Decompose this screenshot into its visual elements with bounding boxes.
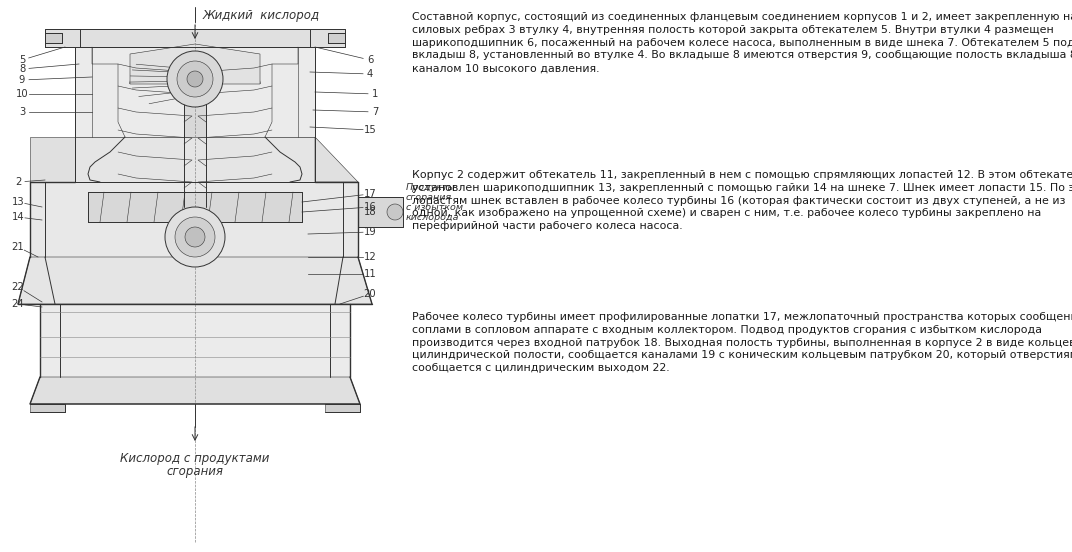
Circle shape bbox=[167, 51, 223, 107]
Polygon shape bbox=[88, 192, 302, 222]
Text: 1: 1 bbox=[372, 89, 378, 99]
Text: 14: 14 bbox=[12, 212, 25, 222]
Text: 5: 5 bbox=[19, 55, 25, 65]
Circle shape bbox=[387, 204, 403, 220]
Polygon shape bbox=[30, 182, 358, 257]
Text: 17: 17 bbox=[363, 189, 376, 199]
Text: сгорания: сгорания bbox=[166, 465, 223, 478]
Polygon shape bbox=[328, 33, 345, 43]
Text: 9: 9 bbox=[19, 75, 25, 85]
Text: 8: 8 bbox=[19, 64, 25, 74]
Circle shape bbox=[165, 207, 225, 267]
Text: Составной корпус, состоящий из соединенных фланцевым соединением корпусов 1 и 2,: Составной корпус, состоящий из соединенн… bbox=[412, 12, 1072, 73]
Polygon shape bbox=[30, 137, 75, 182]
Text: Жидкий  кислород: Жидкий кислород bbox=[203, 9, 321, 23]
Text: Продукты: Продукты bbox=[406, 183, 456, 192]
Text: 19: 19 bbox=[363, 227, 376, 237]
Polygon shape bbox=[45, 29, 345, 47]
Polygon shape bbox=[130, 44, 260, 84]
Polygon shape bbox=[184, 202, 206, 207]
Text: 12: 12 bbox=[363, 252, 376, 262]
Polygon shape bbox=[18, 257, 372, 304]
Text: сгорания: сгорания bbox=[406, 193, 452, 202]
Text: Рабочее колесо турбины имеет профилированные лопатки 17, межлопаточный пространс: Рабочее колесо турбины имеет профилирова… bbox=[412, 312, 1072, 373]
Text: 6: 6 bbox=[367, 55, 373, 65]
Polygon shape bbox=[358, 197, 403, 227]
Polygon shape bbox=[30, 377, 360, 404]
Polygon shape bbox=[325, 404, 360, 412]
Polygon shape bbox=[75, 47, 315, 137]
Text: 11: 11 bbox=[363, 269, 376, 279]
Text: 3: 3 bbox=[19, 107, 25, 117]
Text: 10: 10 bbox=[16, 89, 28, 99]
Text: 7: 7 bbox=[372, 107, 378, 117]
Text: 16: 16 bbox=[363, 202, 376, 212]
Polygon shape bbox=[75, 137, 315, 182]
Circle shape bbox=[185, 227, 205, 247]
Text: 13: 13 bbox=[12, 197, 25, 207]
Circle shape bbox=[187, 71, 203, 87]
Text: Кислород с продуктами: Кислород с продуктами bbox=[120, 452, 270, 465]
Polygon shape bbox=[30, 404, 65, 412]
Text: 21: 21 bbox=[12, 242, 25, 252]
Text: 18: 18 bbox=[363, 207, 376, 217]
Text: 15: 15 bbox=[363, 125, 376, 135]
Text: 22: 22 bbox=[12, 282, 25, 292]
Text: 24: 24 bbox=[12, 299, 25, 309]
Circle shape bbox=[177, 61, 213, 97]
Polygon shape bbox=[45, 33, 62, 43]
Polygon shape bbox=[315, 137, 358, 182]
Text: 2: 2 bbox=[15, 177, 21, 187]
Text: кислорода: кислорода bbox=[406, 213, 460, 222]
Text: 20: 20 bbox=[363, 289, 376, 299]
Polygon shape bbox=[184, 82, 206, 202]
Circle shape bbox=[175, 217, 215, 257]
Text: Корпус 2 содержит обтекатель 11, закрепленный в нем с помощью спрямляющих лопаст: Корпус 2 содержит обтекатель 11, закрепл… bbox=[412, 170, 1072, 231]
Text: с избытком: с избытком bbox=[406, 203, 463, 212]
Polygon shape bbox=[5, 5, 400, 547]
Text: 4: 4 bbox=[367, 69, 373, 79]
Polygon shape bbox=[40, 304, 349, 377]
